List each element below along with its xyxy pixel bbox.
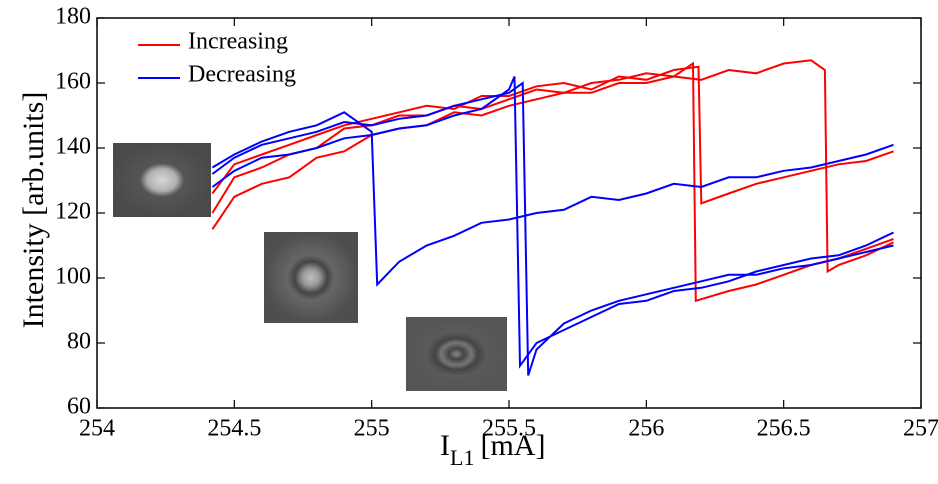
y-tick-label: 80 [67,329,91,355]
x-axis-label: IL1 [mA] [440,429,545,470]
legend-label: Decreasing [188,62,296,88]
x-tick-label: 255.5 [482,416,536,442]
x-tick-label: 254.5 [207,416,261,442]
data-line [211,81,894,376]
data-line [211,111,894,287]
data-line [211,61,894,303]
x-tick-label: 256 [628,416,664,442]
data-line [211,76,894,369]
y-tick-label: 180 [55,4,91,30]
x-tick-label: 256.5 [757,416,811,442]
y-tick-label: 100 [55,264,91,290]
y-tick-label: 60 [67,394,91,420]
inset-beam [406,317,507,391]
legend-label: Increasing [188,29,288,55]
inset-beam [113,143,211,217]
y-tick-label: 140 [55,134,91,160]
y-tick-label: 160 [55,69,91,95]
x-tick-label: 254 [79,416,115,442]
data-line [211,65,894,205]
data-line [211,59,894,274]
x-tick-label: 257 [903,416,938,442]
y-tick-label: 120 [55,199,91,225]
inset-beam [264,232,358,323]
x-axis-label-subscript: L1 [450,445,474,470]
x-axis-label-main: I [440,429,450,462]
x-axis-label-unit: [mA] [480,429,545,462]
x-tick-label: 255 [354,416,390,442]
y-axis-label: Intensity [arb.units] [17,92,50,329]
